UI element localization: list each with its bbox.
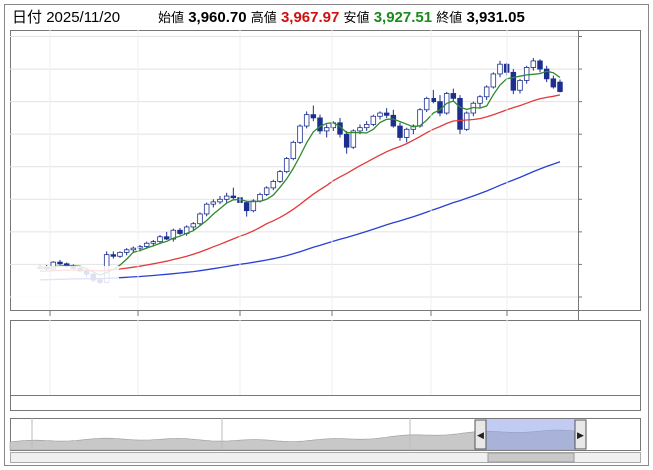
candle-down (57, 261, 63, 265)
candle-up (297, 125, 303, 143)
candle-up (117, 251, 123, 257)
candle-down (383, 112, 390, 116)
candle-up (370, 115, 377, 125)
candle-up (250, 200, 257, 212)
chevron-left-icon: ◀ (477, 430, 484, 440)
candle-up (290, 141, 297, 160)
candle-up (150, 241, 157, 244)
ma5-line (39, 70, 561, 276)
candle-up (263, 187, 270, 195)
ma25-line (39, 94, 561, 272)
candle-up (403, 128, 410, 138)
candle-up (303, 114, 310, 127)
candle-down (390, 114, 397, 127)
candle-up (477, 96, 483, 104)
low-label: 安値 (343, 10, 370, 25)
candle-up (530, 60, 537, 68)
overview-selection[interactable] (485, 419, 575, 450)
overview-left-handle[interactable] (474, 419, 487, 450)
candle-down (310, 114, 317, 119)
outer-frame (4, 4, 649, 466)
candle-down (550, 78, 557, 88)
candle-down (317, 117, 323, 132)
candle-down (110, 254, 117, 257)
candle-up (517, 80, 523, 91)
candle-up (423, 97, 430, 111)
candle-up (143, 242, 150, 247)
close-label: 終値 (436, 10, 463, 25)
candle-up (523, 67, 530, 81)
candle-up (497, 63, 503, 75)
date-label: 日付 (12, 9, 43, 26)
candle-down (343, 133, 350, 148)
candle-up (123, 249, 130, 253)
candle-up (197, 213, 203, 225)
candle-up (223, 195, 230, 200)
ma-legend (11, 266, 119, 308)
volume-panel (10, 320, 641, 396)
chevron-right-icon: ▶ (577, 430, 584, 440)
high-value: 3,967.97 (280, 9, 340, 26)
high-label: 高値 (250, 10, 277, 25)
candle-up (277, 171, 283, 182)
candle-up (217, 198, 223, 203)
candle-up (257, 194, 263, 202)
open-value: 3,960.70 (188, 9, 247, 26)
candle-up (323, 127, 330, 132)
candle-down (537, 60, 543, 70)
candle-down (243, 202, 250, 212)
date-readout: 日付 2025/11/20 (12, 8, 120, 28)
candle-up (190, 223, 197, 228)
candle-up (270, 180, 277, 189)
month-label-strip (10, 395, 641, 411)
candle-down (430, 97, 437, 103)
candle-up (363, 124, 370, 129)
candle-up (357, 127, 363, 132)
open-label: 始値 (158, 10, 185, 25)
candle-up (410, 125, 417, 130)
candle-up (203, 203, 210, 215)
candle-down (177, 229, 183, 234)
candle-up (350, 130, 357, 148)
candle-down (457, 97, 463, 130)
ohlc-readout: 始値 3,960.70 高値 3,967.97 安値 3,927.51 終値 3… (158, 8, 525, 28)
candle-down (397, 125, 403, 138)
candle-down (163, 236, 170, 240)
ma75-line (39, 161, 561, 281)
candle-down (543, 68, 550, 80)
candle-down (450, 93, 457, 99)
candle-up (490, 73, 497, 88)
candle-up (157, 236, 163, 243)
candle-down (230, 195, 237, 199)
candle-up (283, 158, 290, 173)
candle-up (130, 247, 137, 251)
scrollbar-thumb[interactable] (487, 452, 575, 463)
candle-up (463, 112, 470, 130)
close-value: 3,931.05 (466, 9, 525, 26)
candle-down (557, 81, 563, 92)
low-value: 3,927.51 (373, 9, 433, 26)
horizontal-scrollbar[interactable] (10, 452, 641, 463)
candle-up (483, 86, 490, 98)
overview-right-handle[interactable] (574, 419, 587, 450)
candle-up (170, 229, 177, 240)
date-value: 2025/11/20 (46, 9, 121, 26)
candle-down (510, 71, 517, 91)
candle-up (377, 112, 383, 117)
candle-up (210, 201, 217, 205)
